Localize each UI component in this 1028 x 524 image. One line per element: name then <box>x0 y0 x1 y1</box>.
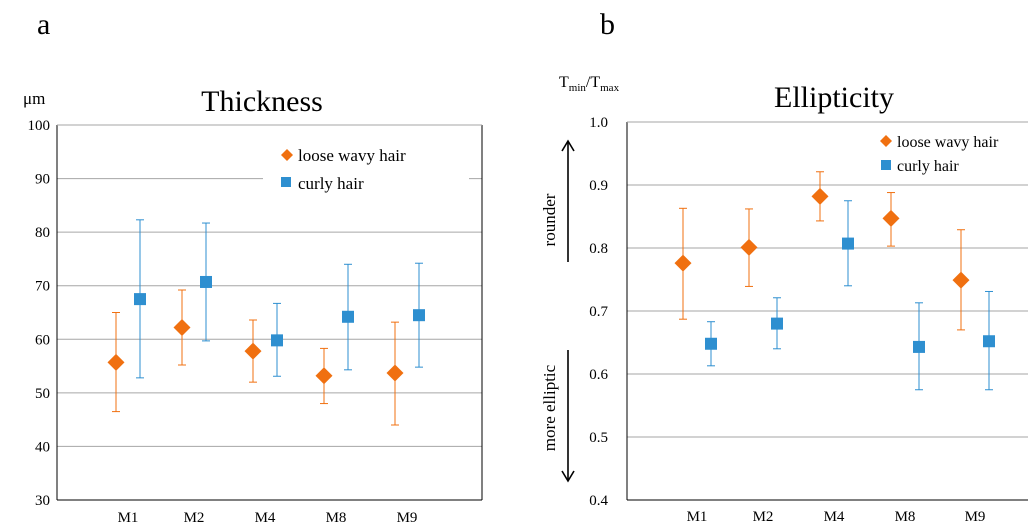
x-tick-label: M2 <box>184 510 205 524</box>
panel-a-legend: loose wavy hair curly hair <box>263 143 469 201</box>
panel-b-legend-curly-label: curly hair <box>897 158 959 175</box>
data-point-curly <box>983 335 995 348</box>
rounder-label: rounder <box>540 193 559 246</box>
more-elliptic-label: more elliptic <box>540 364 559 451</box>
panel-a-unit-label: μm <box>23 89 45 108</box>
x-tick-label: M2 <box>753 509 774 524</box>
x-tick-label: M1 <box>687 509 708 524</box>
y-tick-label: 70 <box>35 279 50 295</box>
panel-a-x-tick-labels: M1 M2 M4 M8 M9 <box>118 510 418 524</box>
data-point-loose-wavy <box>952 271 970 289</box>
panel-b-legend-loose-label: loose wavy hair <box>897 134 999 151</box>
y-tick-label: 0.5 <box>589 430 608 446</box>
data-point-loose-wavy <box>107 353 125 371</box>
panel-a-legend-curly-label: curly hair <box>298 174 364 193</box>
data-point-loose-wavy <box>386 364 404 382</box>
data-point-curly <box>705 337 717 350</box>
data-point-curly <box>200 275 212 288</box>
y-tick-label: 0.4 <box>589 493 608 509</box>
x-tick-label: M1 <box>118 510 139 524</box>
data-point-curly <box>913 340 925 353</box>
panel-b-rounder-annotation: rounder <box>540 139 575 262</box>
x-tick-label: M4 <box>824 509 845 524</box>
panel-a-legend-icons <box>281 149 293 187</box>
panel-b-legend: loose wavy hair curly hair <box>870 128 1020 182</box>
data-point-loose-wavy <box>882 209 900 227</box>
y-tick-label: 0.7 <box>589 304 608 320</box>
panel-b-letter: b <box>600 8 615 41</box>
y-tick-label: 1.0 <box>589 115 608 131</box>
legend-square-icon <box>881 160 891 170</box>
data-point-loose-wavy <box>244 342 262 360</box>
data-point-curly <box>842 237 854 250</box>
panel-b-data-marks <box>674 171 995 391</box>
y-tick-label: 50 <box>35 386 50 402</box>
data-point-curly <box>342 310 354 323</box>
elliptic-arrowhead-icon <box>561 470 575 483</box>
x-tick-label: M9 <box>965 509 986 524</box>
y-tick-label: 30 <box>35 493 50 509</box>
y-tick-label: 60 <box>35 332 50 348</box>
x-tick-label: M8 <box>326 510 347 524</box>
panel-a-legend-loose-label: loose wavy hair <box>298 146 406 165</box>
y-tick-label: 0.8 <box>589 241 608 257</box>
panel-a-letter: a <box>37 8 50 41</box>
panel-b-ellipticity: b Tmin/Tmax Ellipticity 0.40.50.60.70.80… <box>540 8 1028 524</box>
y-tick-label: 80 <box>35 225 50 241</box>
panel-a-y-tick-labels: 30 40 50 60 70 80 90 100 <box>28 118 51 509</box>
data-point-loose-wavy <box>740 238 758 256</box>
y-tick-label: 40 <box>35 439 50 455</box>
panel-a-title: Thickness <box>201 85 323 118</box>
data-point-curly <box>413 309 425 322</box>
data-point-loose-wavy <box>315 367 333 385</box>
data-point-curly <box>271 334 283 347</box>
y-tick-label: 0.9 <box>589 178 608 194</box>
panel-b-y-tick-labels: 0.4 0.5 0.6 0.7 0.8 0.9 1.0 <box>589 115 608 509</box>
panel-b-legend-box <box>870 128 1020 182</box>
panel-a-axes <box>56 124 483 501</box>
panel-b-title: Ellipticity <box>774 81 894 114</box>
x-tick-label: M9 <box>397 510 418 524</box>
panel-b-axes <box>626 121 1028 501</box>
y-tick-label: 0.6 <box>589 367 608 383</box>
y-tick-label: 100 <box>28 118 51 134</box>
panel-a-data-marks <box>107 219 425 426</box>
legend-diamond-icon <box>880 135 892 147</box>
data-point-loose-wavy <box>811 187 829 205</box>
legend-diamond-icon <box>281 149 293 161</box>
x-tick-label: M4 <box>255 510 276 524</box>
panel-b-x-tick-labels: M1 M2 M4 M8 M9 <box>687 509 986 524</box>
data-point-curly <box>771 317 783 330</box>
data-point-loose-wavy <box>674 254 692 272</box>
legend-square-icon <box>281 177 291 187</box>
panel-b-legend-icons <box>880 135 892 170</box>
data-point-loose-wavy <box>173 319 191 336</box>
x-tick-label: M8 <box>895 509 916 524</box>
panel-b-elliptic-annotation: more elliptic <box>540 350 575 483</box>
panel-a-legend-box <box>263 143 469 201</box>
y-tick-label: 90 <box>35 172 50 188</box>
data-point-curly <box>134 293 146 306</box>
rounder-arrowhead-icon <box>561 139 575 152</box>
panel-b-unit-label: Tmin/Tmax <box>559 74 620 94</box>
